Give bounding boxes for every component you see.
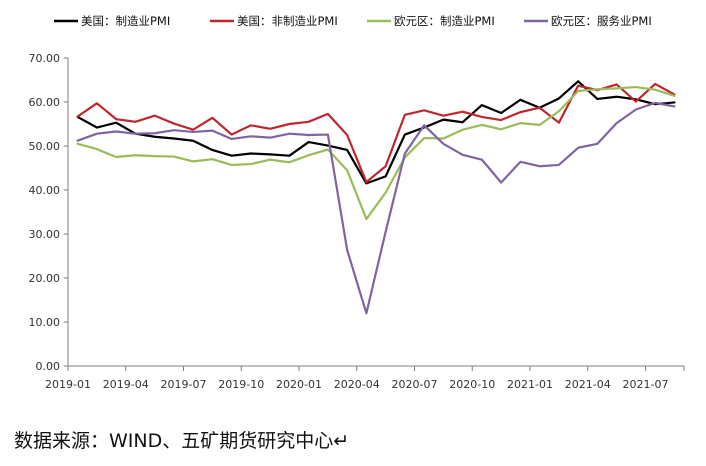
y-tick-label: 40.00 (29, 184, 61, 197)
x-tick-label: 2020-10 (449, 378, 495, 391)
chart-legend: 美国：制造业PMI 美国：非制造业PMI 欧元区：制造业PMI 欧元区：服务业PMI (54, 14, 652, 28)
legend-item-2: 欧元区：制造业PMI (367, 14, 495, 28)
series-layer (76, 80, 676, 315)
legend-label: 美国：非制造业PMI (237, 14, 338, 28)
legend-label: 欧元区：服务业PMI (551, 14, 652, 28)
y-tick-label: 0.00 (36, 360, 61, 373)
x-tick-label: 2020-04 (334, 378, 380, 391)
legend-item-1: 美国：非制造业PMI (210, 14, 338, 28)
x-tick-label: 2020-01 (276, 378, 322, 391)
x-tick-label: 2020-07 (392, 378, 438, 391)
legend-label: 美国：制造业PMI (81, 14, 170, 28)
x-tick-label: 2019-10 (218, 378, 264, 391)
y-tick-label: 10.00 (29, 316, 61, 329)
y-tick-label: 70.00 (29, 52, 61, 65)
legend-item-3: 欧元区：服务业PMI (524, 14, 652, 28)
source-note: 数据来源：WIND、五矿期货研究中心↵ (14, 430, 350, 452)
pmi-line-chart: 美国：制造业PMI 美国：非制造业PMI 欧元区：制造业PMI 欧元区：服务业PMI … (29, 14, 685, 391)
series-line-1 (76, 82, 676, 184)
x-axis: 2019-01 2019-04 2019-07 2019-10 2020-01 2020-… (45, 365, 685, 391)
series-line-0 (76, 80, 676, 185)
x-tick-label: 2019-04 (103, 378, 149, 391)
y-tick-label: 60.00 (29, 96, 61, 109)
y-tick-label: 30.00 (29, 228, 61, 241)
legend-item-0: 美国：制造业PMI (54, 14, 170, 28)
y-axis: 0.00 10.00 20.00 30.00 40.00 50.00 60.00 70.00 (29, 52, 69, 373)
x-tick-label: 2019-01 (45, 378, 91, 391)
x-tick-label: 2021-01 (507, 378, 553, 391)
series-line-2 (76, 85, 676, 221)
x-tick-label: 2021-04 (565, 378, 611, 391)
y-tick-label: 20.00 (29, 272, 61, 285)
x-tick-label: 2021-07 (623, 378, 669, 391)
series-line-3 (76, 101, 676, 315)
y-tick-label: 50.00 (29, 140, 61, 153)
legend-label: 欧元区：制造业PMI (394, 14, 495, 28)
x-tick-label: 2019-07 (161, 378, 207, 391)
